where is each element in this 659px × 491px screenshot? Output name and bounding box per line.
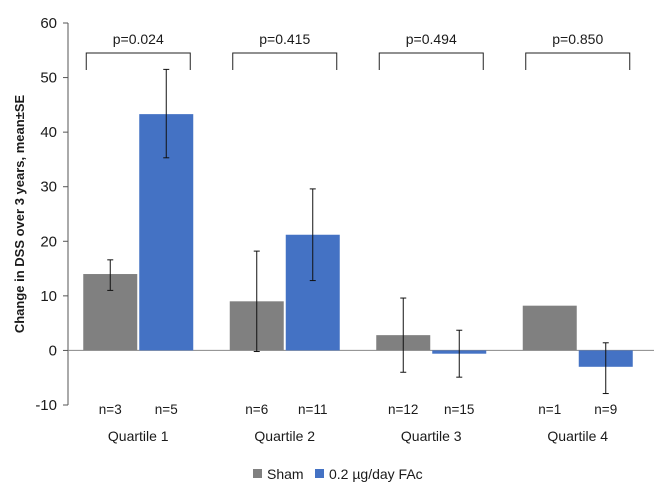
y-tick-label: 10 bbox=[40, 288, 57, 305]
n-label: n=12 bbox=[388, 402, 418, 417]
legend-swatch bbox=[253, 469, 262, 478]
y-tick-label: 40 bbox=[40, 124, 57, 141]
bars bbox=[83, 68, 633, 395]
significance-bracket bbox=[525, 52, 631, 70]
legend-swatch bbox=[315, 469, 324, 478]
y-tick-label: 60 bbox=[40, 15, 57, 32]
legend-label: 0.2 µg/day FAc bbox=[329, 466, 423, 482]
bar-sham-q4 bbox=[522, 305, 577, 351]
significance-bracket bbox=[85, 52, 191, 70]
p-value-label: p=0.024 bbox=[113, 31, 164, 47]
y-axis: -10 0 10 20 30 40 50 60 Change in DSS over 3 yea… bbox=[12, 15, 654, 414]
n-label: n=9 bbox=[594, 402, 617, 417]
category-label: Quartile 1 bbox=[108, 428, 169, 444]
n-label: n=11 bbox=[298, 402, 327, 417]
y-tick-label: -10 bbox=[35, 397, 57, 414]
category-label: Quartile 3 bbox=[401, 428, 462, 444]
y-tick-label: 30 bbox=[40, 179, 57, 196]
n-label: n=15 bbox=[444, 402, 474, 417]
annotations: n=3 n=5 Quartile 1 p=0.024 n=6 n=11 Quartile 2… bbox=[85, 31, 631, 444]
p-value-label: p=0.850 bbox=[552, 31, 603, 47]
legend: Sham 0.2 µg/day FAc bbox=[253, 466, 423, 482]
n-label: n=5 bbox=[155, 402, 178, 417]
y-tick-label: 50 bbox=[40, 70, 57, 87]
p-value-label: p=0.415 bbox=[259, 31, 310, 47]
y-tick-label: 20 bbox=[40, 233, 57, 250]
significance-bracket bbox=[378, 52, 484, 70]
n-label: n=1 bbox=[538, 402, 561, 417]
n-label: n=6 bbox=[245, 402, 268, 417]
category-label: Quartile 2 bbox=[254, 428, 315, 444]
y-tick-label: 0 bbox=[49, 342, 57, 359]
p-value-label: p=0.494 bbox=[406, 31, 457, 47]
y-axis-title: Change in DSS over 3 years, mean±SE bbox=[12, 95, 27, 334]
category-label: Quartile 4 bbox=[547, 428, 608, 444]
n-label: n=3 bbox=[99, 402, 122, 417]
legend-label: Sham bbox=[267, 466, 304, 482]
significance-bracket bbox=[232, 52, 338, 70]
